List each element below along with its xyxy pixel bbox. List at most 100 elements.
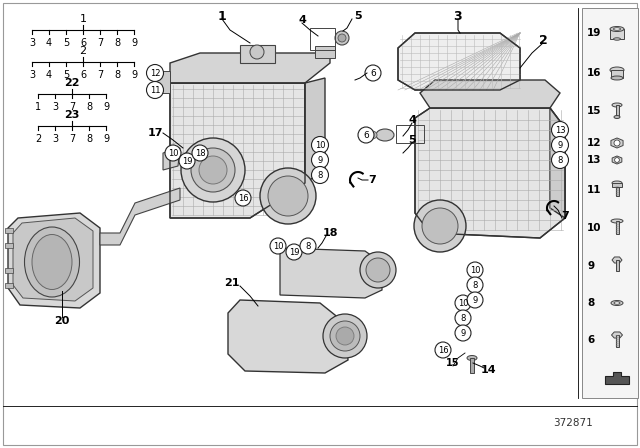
- Text: 13: 13: [555, 125, 565, 134]
- Text: 6: 6: [80, 38, 86, 48]
- Text: 9: 9: [587, 261, 594, 271]
- Text: 6: 6: [80, 70, 86, 80]
- Circle shape: [199, 156, 227, 184]
- Bar: [310, 28, 335, 50]
- Text: 16: 16: [587, 68, 602, 78]
- Text: 11: 11: [150, 86, 160, 95]
- Ellipse shape: [611, 219, 623, 223]
- Text: 1: 1: [79, 14, 86, 24]
- Polygon shape: [605, 372, 629, 384]
- Text: 7: 7: [368, 175, 376, 185]
- Text: 8: 8: [317, 171, 323, 180]
- Circle shape: [614, 158, 620, 162]
- Polygon shape: [280, 248, 382, 298]
- Bar: [616, 335, 618, 347]
- Ellipse shape: [614, 116, 620, 119]
- Text: 11: 11: [587, 185, 602, 195]
- Text: 8: 8: [557, 155, 563, 164]
- Bar: [611, 70, 623, 78]
- Polygon shape: [611, 138, 623, 148]
- Text: 19: 19: [289, 247, 300, 257]
- Text: 7: 7: [97, 38, 103, 48]
- Polygon shape: [550, 108, 565, 218]
- Ellipse shape: [610, 26, 624, 31]
- Circle shape: [147, 65, 163, 82]
- Text: 12: 12: [587, 138, 602, 148]
- Text: 9: 9: [103, 102, 109, 112]
- Text: 6: 6: [587, 335, 595, 345]
- Text: 2: 2: [35, 134, 41, 144]
- Polygon shape: [163, 148, 180, 170]
- Circle shape: [147, 82, 163, 99]
- Circle shape: [312, 137, 328, 154]
- Text: 23: 23: [64, 110, 80, 120]
- Circle shape: [300, 238, 316, 254]
- Text: 9: 9: [131, 70, 137, 80]
- Text: 7: 7: [97, 70, 103, 80]
- Text: 3: 3: [454, 9, 462, 22]
- Ellipse shape: [24, 227, 79, 297]
- Text: 3: 3: [52, 134, 58, 144]
- Text: 8: 8: [86, 102, 92, 112]
- Text: 10: 10: [315, 141, 325, 150]
- Circle shape: [286, 244, 302, 260]
- Circle shape: [179, 153, 195, 169]
- Text: 8: 8: [460, 314, 466, 323]
- Ellipse shape: [610, 67, 624, 73]
- Bar: [155, 71, 170, 93]
- Bar: [5, 283, 13, 288]
- Circle shape: [455, 295, 471, 311]
- Text: 15: 15: [587, 106, 602, 116]
- Text: 10: 10: [470, 266, 480, 275]
- Ellipse shape: [611, 301, 623, 306]
- Bar: [240, 45, 275, 63]
- Text: 5: 5: [354, 11, 362, 21]
- Polygon shape: [415, 108, 565, 238]
- Text: 3: 3: [29, 70, 35, 80]
- Text: 15: 15: [446, 358, 460, 368]
- Circle shape: [552, 137, 568, 154]
- Circle shape: [358, 127, 374, 143]
- Circle shape: [366, 258, 390, 282]
- Polygon shape: [305, 78, 325, 183]
- Bar: [315, 46, 335, 58]
- Text: 6: 6: [370, 69, 376, 78]
- Text: 17: 17: [147, 128, 163, 138]
- Text: 2: 2: [539, 34, 547, 47]
- Text: 9: 9: [103, 134, 109, 144]
- Bar: [616, 187, 618, 196]
- Circle shape: [467, 292, 483, 308]
- Text: 6: 6: [363, 130, 369, 139]
- Bar: [616, 260, 618, 271]
- Text: 1: 1: [218, 9, 227, 22]
- Text: 22: 22: [64, 78, 80, 88]
- Ellipse shape: [614, 38, 621, 40]
- Text: 7: 7: [69, 134, 75, 144]
- Circle shape: [312, 151, 328, 168]
- Text: 3: 3: [52, 102, 58, 112]
- Ellipse shape: [467, 356, 477, 361]
- Text: 8: 8: [86, 134, 92, 144]
- Bar: [612, 183, 622, 187]
- Text: 19: 19: [182, 156, 192, 165]
- Text: 10: 10: [587, 223, 602, 233]
- Circle shape: [268, 176, 308, 216]
- Polygon shape: [8, 213, 100, 308]
- Text: 9: 9: [472, 296, 477, 305]
- Text: 8: 8: [472, 280, 477, 289]
- Circle shape: [270, 238, 286, 254]
- Text: 5: 5: [63, 38, 69, 48]
- Text: 9: 9: [557, 141, 563, 150]
- Circle shape: [192, 145, 208, 161]
- Circle shape: [552, 151, 568, 168]
- Bar: [5, 228, 13, 233]
- Bar: [616, 105, 618, 117]
- Polygon shape: [13, 218, 93, 301]
- Circle shape: [455, 325, 471, 341]
- Text: 2: 2: [79, 46, 86, 56]
- Text: 8: 8: [305, 241, 310, 250]
- Text: 8: 8: [587, 298, 595, 308]
- Text: 9: 9: [317, 155, 323, 164]
- Text: 3: 3: [29, 38, 35, 48]
- Text: 21: 21: [224, 278, 240, 288]
